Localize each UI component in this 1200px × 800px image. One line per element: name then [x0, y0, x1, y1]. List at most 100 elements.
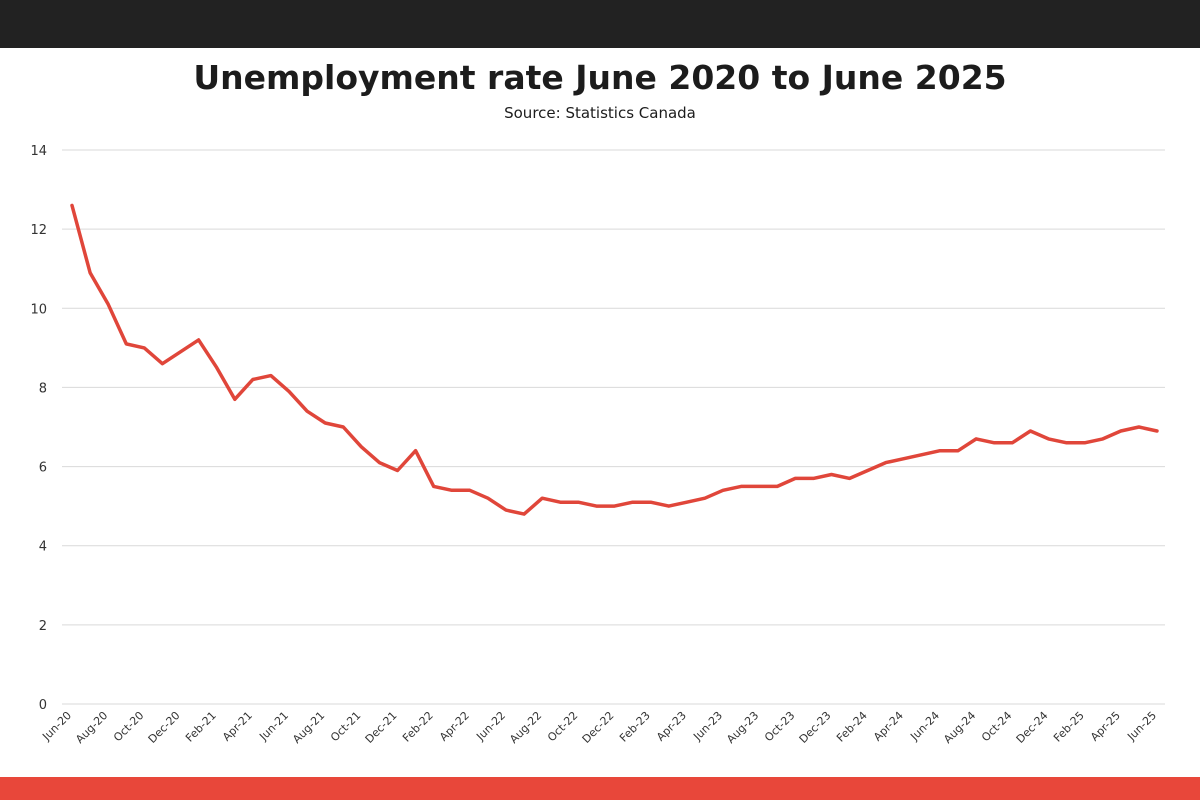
y-tick-label: 6 — [39, 461, 47, 476]
x-tick-label: Oct-22 — [545, 709, 580, 744]
data-point — [1065, 441, 1068, 445]
data-point — [1047, 437, 1050, 441]
y-tick-label: 14 — [30, 144, 47, 159]
data-point — [956, 449, 960, 452]
data-point — [215, 366, 218, 369]
x-tick-label: Jun-23 — [690, 709, 725, 744]
chart-title: Unemployment rate June 2020 to June 2025 — [193, 58, 1007, 97]
data-point — [468, 489, 472, 492]
y-tick-label: 2 — [39, 619, 47, 634]
data-point — [1155, 429, 1159, 433]
data-point — [504, 508, 508, 512]
data-point — [721, 489, 725, 492]
x-tick-label: Apr-23 — [654, 709, 689, 744]
data-point — [269, 374, 273, 377]
data-point — [1011, 441, 1014, 445]
data-point — [1119, 429, 1123, 433]
data-point — [667, 504, 670, 508]
x-tick-label: Feb-25 — [1051, 709, 1087, 745]
x-tick-label: Dec-20 — [146, 709, 183, 746]
data-point — [125, 342, 128, 346]
top-bar — [0, 0, 1200, 48]
data-point — [161, 362, 164, 365]
data-point — [179, 350, 182, 354]
data-point — [1137, 425, 1141, 429]
data-point — [974, 437, 978, 441]
data-point — [1083, 441, 1086, 445]
bottom-bar — [0, 777, 1200, 800]
x-tick-label: Dec-21 — [363, 709, 400, 746]
y-axis-ticks: 0 2 4 6 8 10 12 14 — [30, 144, 47, 713]
x-tick-label: Feb-23 — [617, 709, 653, 745]
x-tick-label: Oct-23 — [762, 709, 797, 744]
data-point — [414, 449, 417, 452]
data-point — [197, 338, 200, 342]
data-point — [450, 489, 453, 492]
x-tick-label: Oct-20 — [111, 709, 146, 744]
x-tick-label: Jun-24 — [907, 709, 942, 744]
data-point — [233, 398, 236, 401]
x-tick-label: Dec-24 — [1014, 709, 1051, 746]
data-point — [432, 485, 435, 488]
data-point — [866, 469, 869, 472]
data-point — [757, 485, 761, 488]
y-tick-label: 0 — [39, 698, 47, 713]
data-point — [577, 500, 580, 504]
data-point — [396, 469, 399, 472]
x-tick-label: Feb-24 — [834, 709, 870, 745]
data-point — [848, 477, 851, 480]
data-point — [106, 303, 110, 306]
data-point — [305, 409, 309, 413]
data-point — [1101, 437, 1104, 441]
data-point — [794, 477, 797, 480]
data-point — [649, 500, 652, 504]
data-point — [812, 477, 815, 480]
data-point — [993, 441, 996, 445]
x-tick-label: Jun-22 — [473, 709, 508, 744]
x-tick-label: Apr-25 — [1088, 709, 1123, 744]
y-tick-label: 4 — [39, 540, 47, 555]
y-tick-label: 10 — [30, 302, 47, 317]
data-point — [378, 461, 381, 464]
data-point — [1029, 429, 1032, 433]
data-point — [739, 485, 743, 488]
x-tick-label: Feb-22 — [400, 709, 436, 745]
data-point — [251, 378, 255, 381]
data-point — [830, 473, 833, 476]
x-tick-label: Apr-24 — [871, 709, 906, 744]
data-point — [540, 497, 544, 500]
data-point — [595, 504, 598, 508]
data-point — [559, 500, 562, 504]
data-point — [486, 497, 490, 500]
x-axis-ticks: Jun-20 Aug-20 Oct-20 Dec-20 Feb-21 Apr-21 Jun-… — [39, 709, 1159, 746]
x-tick-label: Jun-20 — [39, 709, 74, 744]
x-tick-label: Aug-24 — [941, 709, 978, 746]
x-tick-label: Aug-20 — [73, 709, 110, 746]
x-tick-label: Aug-23 — [724, 709, 761, 746]
series-line — [70, 203, 1159, 516]
data-point — [143, 346, 146, 350]
data-point — [902, 457, 906, 460]
data-point — [920, 453, 924, 456]
data-point — [323, 421, 327, 425]
x-tick-label: Dec-22 — [580, 709, 617, 746]
x-tick-label: Dec-23 — [797, 709, 834, 746]
data-point — [776, 485, 779, 488]
y-tick-label: 12 — [30, 223, 47, 238]
data-point — [342, 425, 345, 429]
data-point — [938, 449, 942, 452]
x-tick-label: Aug-22 — [507, 709, 544, 746]
x-tick-label: Aug-21 — [290, 709, 327, 746]
data-point — [884, 461, 887, 464]
gridlines — [62, 149, 1165, 705]
data-point — [360, 445, 363, 448]
x-tick-label: Oct-21 — [328, 709, 363, 744]
x-tick-label: Apr-21 — [220, 709, 255, 744]
x-tick-label: Jun-25 — [1124, 709, 1159, 744]
data-point — [631, 500, 634, 504]
x-tick-label: Oct-24 — [979, 709, 1014, 744]
data-point — [685, 500, 689, 504]
series-layer — [70, 203, 1159, 516]
chart-subtitle: Source: Statistics Canada — [504, 104, 696, 122]
